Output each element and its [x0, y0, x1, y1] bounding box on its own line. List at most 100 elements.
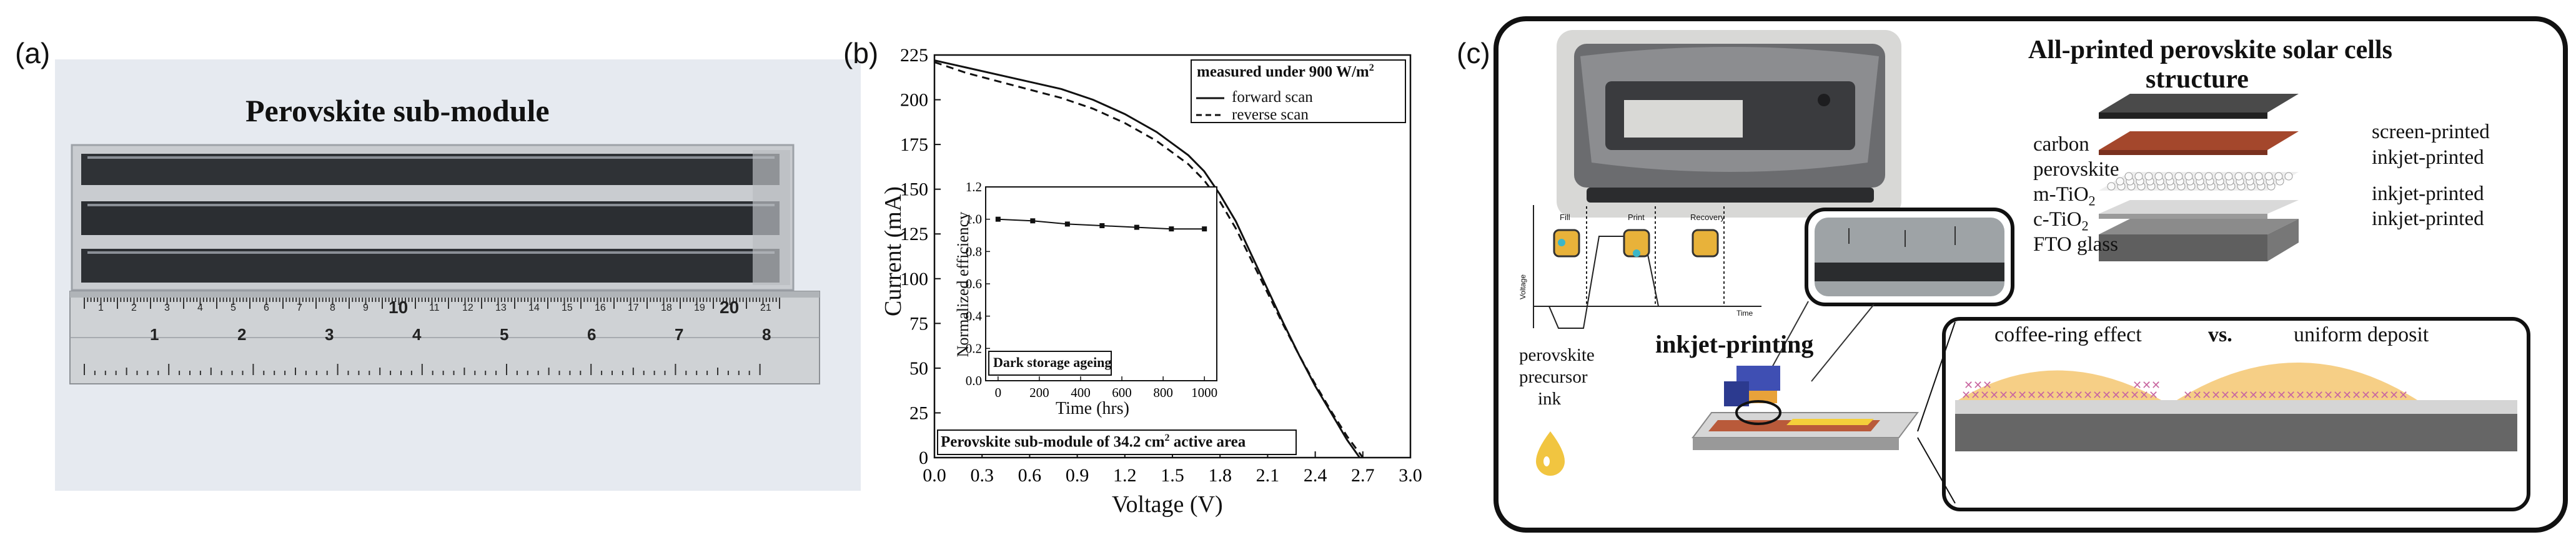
layer-label-ctio2: c-TiO2	[2033, 208, 2089, 234]
svg-text:✕: ✕	[2036, 389, 2046, 402]
inset-point-1	[1030, 218, 1036, 224]
y-tick-label-100: 100	[900, 269, 928, 289]
svg-text:✕: ✕	[2083, 389, 2093, 402]
waveform-fill: Fill	[1560, 213, 1570, 222]
svg-text:✕: ✕	[2286, 389, 2296, 402]
y-tick-label-225: 225	[900, 45, 928, 66]
ruler-cm-14: 14	[528, 303, 540, 313]
process-label-4: inkjet-printed	[2372, 208, 2484, 230]
svg-text:✕: ✕	[2139, 389, 2149, 402]
process-label-3: inkjet-printed	[2372, 183, 2484, 205]
inset-label: Dark storage ageing	[993, 354, 1112, 370]
x-tick-label-2.4: 2.4	[1304, 465, 1327, 486]
svg-text:✕: ✕	[2008, 389, 2018, 402]
layer-label-fto: FTO glass	[2033, 233, 2118, 256]
svg-text:✕: ✕	[1971, 389, 1980, 402]
ruler-in-6: 6	[587, 325, 597, 344]
ruler-cm-9: 9	[363, 303, 369, 313]
svg-text:✕: ✕	[2342, 389, 2352, 402]
inset-y-tick-label-1.0: 1.0	[966, 212, 982, 227]
ctio2-text: c-TiO	[2033, 208, 2082, 231]
y-tick-label-0: 0	[919, 448, 928, 468]
ruler-cm-13: 13	[495, 303, 507, 313]
svg-text:✕: ✕	[2211, 389, 2221, 402]
inset-y-tick-label-0.2: 0.2	[966, 341, 982, 356]
ruler-cm-10: 10	[389, 298, 409, 317]
x-tick-label-0.3: 0.3	[970, 465, 994, 486]
waveform-ylabel: Voltage	[1518, 274, 1528, 300]
inset-y-tick-label-0.4: 0.4	[966, 309, 983, 324]
ruler-in-7: 7	[675, 325, 684, 344]
inset-point-4	[1134, 224, 1139, 230]
y-tick-label-50: 50	[909, 358, 928, 379]
chart-legend-title: measured under 900 W/m2	[1197, 63, 1374, 81]
svg-text:✕: ✕	[2027, 389, 2036, 402]
ink-label-2: precursor	[1519, 367, 1588, 387]
panel-c-label: (c)	[1457, 37, 1490, 69]
layer-label-carbon: carbon	[2033, 133, 2089, 156]
ruler-cm-4: 4	[197, 303, 203, 313]
ruler-cm-19: 19	[694, 303, 705, 313]
inset-x-tick-label-600: 600	[1112, 385, 1132, 400]
cell-stripe-3	[81, 249, 780, 283]
ink-label-1: perovskite	[1519, 345, 1595, 365]
ruler-in-8: 8	[762, 325, 771, 344]
inset-y-tick-label-1.2: 1.2	[966, 179, 982, 194]
svg-text:✕: ✕	[2324, 389, 2333, 402]
x-tick-label-1.5: 1.5	[1161, 465, 1184, 486]
inset-y-tick-label-0.6: 0.6	[966, 276, 982, 291]
inset-plot-area	[985, 186, 1217, 381]
svg-text:✕: ✕	[2399, 389, 2408, 402]
ink-label-3: ink	[1538, 389, 1562, 409]
inset-label-box	[988, 351, 1112, 376]
ruler-in-2: 2	[237, 325, 247, 344]
coffee-ring-label: coffee-ring effect	[1994, 323, 2142, 346]
svg-text:✕: ✕	[2305, 389, 2314, 402]
series-forward-line	[934, 59, 1360, 458]
panel-b-label: (b)	[843, 37, 879, 69]
caption-prefix: Perovskite sub-module of 34.2 cm	[941, 433, 1165, 451]
svg-text:✕: ✕	[2074, 389, 2083, 402]
ruler-cm-16: 16	[595, 303, 606, 313]
ruler-cm-6: 6	[264, 303, 269, 313]
svg-text:✕: ✕	[2296, 389, 2305, 402]
x-tick-label-1.8: 1.8	[1208, 465, 1232, 486]
ruler-cm-18: 18	[661, 303, 672, 313]
svg-text:✕: ✕	[2183, 389, 2192, 402]
svg-text:✕: ✕	[2370, 389, 2380, 402]
y-tick-label-75: 75	[909, 313, 928, 334]
y-tick-label-200: 200	[900, 90, 928, 111]
inset-y-tick-label-0.0: 0.0	[966, 373, 982, 388]
svg-text:✕: ✕	[2389, 389, 2399, 402]
nozzle-icons	[1553, 229, 1719, 258]
ruler-cm-21: 21	[760, 303, 771, 313]
svg-text:✕: ✕	[2064, 389, 2074, 402]
svg-text:✕: ✕	[2258, 389, 2267, 402]
svg-text:✕: ✕	[2133, 379, 2142, 392]
waveform-diagram	[1533, 205, 1761, 329]
svg-text:✕: ✕	[2202, 389, 2211, 402]
svg-text:✕: ✕	[1964, 379, 1973, 392]
svg-text:✕: ✕	[2142, 379, 2151, 392]
x-tick-label-2.7: 2.7	[1351, 465, 1375, 486]
svg-text:✕: ✕	[1983, 379, 1992, 392]
panel-c-title-2: structure	[2146, 65, 2249, 94]
inset-x-tick-label-0: 0	[995, 385, 1002, 400]
svg-text:✕: ✕	[2055, 389, 2064, 402]
inset-x-tick-label-1000: 1000	[1191, 385, 1217, 400]
svg-text:✕: ✕	[1989, 389, 1999, 402]
ruler-in-4: 4	[412, 325, 422, 344]
svg-text:✕: ✕	[2352, 389, 2361, 402]
inset-x-tick-label-400: 400	[1071, 385, 1091, 400]
inset-point-5	[1169, 226, 1174, 232]
printer-photo	[1557, 30, 1901, 218]
mtio2-sub: 2	[2088, 193, 2096, 209]
legend-reverse-label: reverse scan	[1232, 106, 1309, 123]
x-tick-label-2.1: 2.1	[1256, 465, 1280, 486]
panel-c-title-1: All-printed perovskite solar cells	[2028, 36, 2392, 64]
svg-text:✕: ✕	[2361, 389, 2370, 402]
caption-suffix: active area	[1169, 433, 1246, 451]
